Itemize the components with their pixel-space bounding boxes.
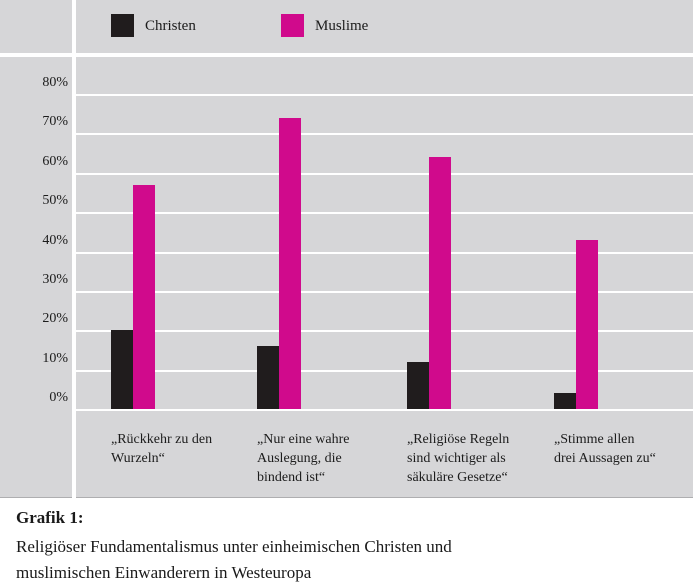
- caption-text: Religiöser Fundamentalismus unter einhei…: [16, 534, 676, 586]
- legend-swatch-christen: [111, 14, 134, 37]
- bar-muslime-0: [133, 185, 155, 409]
- bar-christen-0: [111, 330, 133, 409]
- bar-christen-1: [257, 346, 279, 409]
- y-tick-label-70: 70%: [42, 114, 68, 129]
- bar-muslime-3: [576, 240, 598, 409]
- gridline-20: [76, 330, 693, 332]
- bar-christen-3: [554, 393, 576, 409]
- legend-label-christen: Christen: [145, 18, 196, 34]
- y-tick-label-10: 10%: [42, 351, 68, 366]
- caption-label: Grafik 1:: [16, 508, 84, 527]
- gridline-70: [76, 133, 693, 135]
- y-tick-label-30: 30%: [42, 272, 68, 287]
- gridline-80: [76, 94, 693, 96]
- y-tick-label-40: 40%: [42, 233, 68, 248]
- axis-divider-line: [72, 0, 76, 498]
- gridline-10: [76, 370, 693, 372]
- legend-swatch-muslime: [281, 14, 304, 37]
- gridline-0: [76, 409, 693, 411]
- category-label-3: „Stimme allen drei Aussagen zu“: [554, 432, 656, 466]
- legend-label-muslime: Muslime: [315, 18, 369, 34]
- category-label-2: „Religiöse Regeln sind wichtiger als säk…: [407, 432, 510, 485]
- gridline-30: [76, 291, 693, 293]
- caption-line-1: Religiöser Fundamentalismus unter einhei…: [16, 537, 452, 556]
- bar-muslime-2: [429, 157, 451, 409]
- caption-line-2: muslimischen Einwanderern in Westeuropa: [16, 563, 312, 582]
- y-tick-label-20: 20%: [42, 311, 68, 326]
- y-tick-label-0: 0%: [49, 390, 68, 405]
- category-label-1: „Nur eine wahre Auslegung, die bindend i…: [257, 432, 350, 485]
- y-tick-label-80: 80%: [42, 75, 68, 90]
- y-tick-label-60: 60%: [42, 154, 68, 169]
- legend-divider-line: [0, 53, 693, 57]
- gridline-50: [76, 212, 693, 214]
- category-label-0: „Rückkehr zu den Wurzeln“: [111, 432, 213, 466]
- y-tick-label-50: 50%: [42, 193, 68, 208]
- bar-christen-2: [407, 362, 429, 409]
- gridline-60: [76, 173, 693, 175]
- chart-region: Christen Muslime 0% 10% 20% 30% 40% 50% 60% 70% 8…: [0, 0, 693, 498]
- figure-caption: Grafik 1: Religiöser Fundamentalismus un…: [16, 506, 676, 586]
- bar-muslime-1: [279, 118, 301, 409]
- gridline-40: [76, 252, 693, 254]
